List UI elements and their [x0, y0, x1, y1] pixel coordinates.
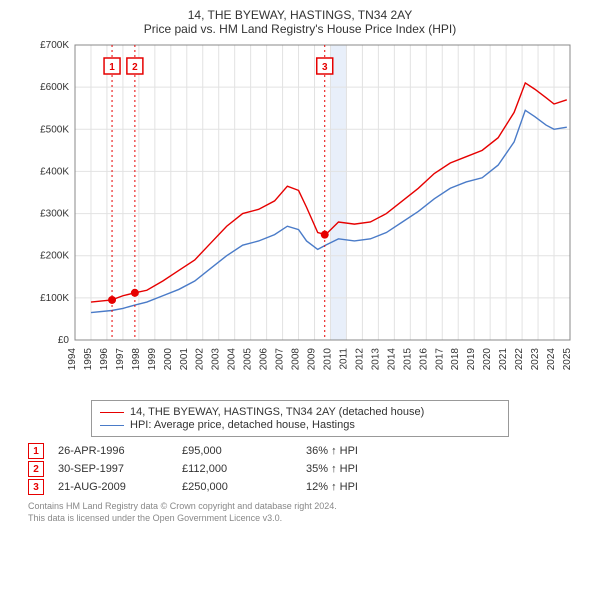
title-line2: Price paid vs. HM Land Registry's House … [10, 22, 590, 36]
svg-text:2017: 2017 [434, 348, 445, 371]
marker-number-box: 2 [28, 461, 44, 477]
svg-text:2006: 2006 [259, 348, 270, 371]
legend-row-2: HPI: Average price, detached house, Hast… [100, 419, 500, 431]
svg-text:1998: 1998 [131, 348, 142, 371]
svg-text:£0: £0 [58, 335, 70, 346]
marker-date: 30-SEP-1997 [58, 463, 178, 475]
legend: 14, THE BYEWAY, HASTINGS, TN34 2AY (deta… [91, 400, 509, 437]
svg-text:2021: 2021 [498, 348, 509, 371]
svg-text:1995: 1995 [83, 348, 94, 371]
attribution: Contains HM Land Registry data © Crown c… [28, 501, 590, 524]
marker-number-box: 1 [28, 443, 44, 459]
attribution-line1: Contains HM Land Registry data © Crown c… [28, 501, 590, 513]
svg-text:2011: 2011 [338, 348, 349, 370]
svg-text:1: 1 [109, 62, 115, 73]
svg-text:£300K: £300K [40, 209, 69, 220]
svg-text:2003: 2003 [211, 348, 222, 371]
svg-text:2008: 2008 [291, 348, 302, 371]
svg-text:2000: 2000 [163, 348, 174, 371]
svg-text:2001: 2001 [179, 348, 190, 371]
svg-text:2013: 2013 [370, 348, 381, 371]
legend-label-2: HPI: Average price, detached house, Hast… [130, 419, 355, 431]
svg-text:2004: 2004 [227, 348, 238, 371]
chart-container: 14, THE BYEWAY, HASTINGS, TN34 2AY Price… [0, 0, 600, 590]
marker-row: 1 26-APR-1996 £95,000 36% ↑ HPI [28, 443, 590, 459]
svg-text:£700K: £700K [40, 40, 69, 51]
marker-number-box: 3 [28, 479, 44, 495]
marker-date: 21-AUG-2009 [58, 481, 178, 493]
svg-text:2023: 2023 [530, 348, 541, 371]
svg-text:2018: 2018 [450, 348, 461, 371]
chart: £0 £100K £200K £300K £400K £500K £600K £700K 199… [20, 40, 580, 390]
marker-price: £112,000 [182, 463, 302, 475]
marker-delta: 12% ↑ HPI [306, 481, 426, 493]
svg-text:2019: 2019 [466, 348, 477, 371]
legend-label-1: 14, THE BYEWAY, HASTINGS, TN34 2AY (deta… [130, 406, 424, 418]
marker-date: 26-APR-1996 [58, 445, 178, 457]
svg-text:2015: 2015 [402, 348, 413, 371]
svg-text:1997: 1997 [115, 348, 126, 371]
chart-svg: £0 £100K £200K £300K £400K £500K £600K £700K 199… [20, 40, 580, 390]
marker-price: £250,000 [182, 481, 302, 493]
title-block: 14, THE BYEWAY, HASTINGS, TN34 2AY Price… [10, 8, 590, 36]
svg-text:2005: 2005 [243, 348, 254, 371]
title-line1: 14, THE BYEWAY, HASTINGS, TN34 2AY [10, 8, 590, 22]
marker-table: 1 26-APR-1996 £95,000 36% ↑ HPI 2 30-SEP-1997… [10, 443, 590, 495]
svg-text:2024: 2024 [546, 348, 557, 371]
svg-text:3: 3 [322, 62, 328, 73]
legend-swatch-2 [100, 425, 124, 426]
svg-text:2012: 2012 [354, 348, 365, 371]
svg-text:2016: 2016 [418, 348, 429, 371]
svg-text:2025: 2025 [562, 348, 573, 371]
svg-text:£600K: £600K [40, 82, 69, 93]
marker-row: 2 30-SEP-1997 £112,000 35% ↑ HPI [28, 461, 590, 477]
svg-text:£100K: £100K [40, 293, 69, 304]
svg-text:£200K: £200K [40, 251, 69, 262]
svg-text:2022: 2022 [514, 348, 525, 371]
svg-text:2020: 2020 [482, 348, 493, 371]
marker-price: £95,000 [182, 445, 302, 457]
svg-text:2: 2 [132, 62, 138, 73]
legend-swatch-1 [100, 412, 124, 413]
marker-delta: 35% ↑ HPI [306, 463, 426, 475]
svg-text:1994: 1994 [67, 348, 78, 371]
svg-text:1996: 1996 [99, 348, 110, 371]
attribution-line2: This data is licensed under the Open Gov… [28, 513, 590, 525]
marker-row: 3 21-AUG-2009 £250,000 12% ↑ HPI [28, 479, 590, 495]
svg-text:2014: 2014 [386, 348, 397, 371]
svg-text:2002: 2002 [195, 348, 206, 371]
marker-delta: 36% ↑ HPI [306, 445, 426, 457]
legend-row-1: 14, THE BYEWAY, HASTINGS, TN34 2AY (deta… [100, 406, 500, 418]
svg-text:£500K: £500K [40, 124, 69, 135]
svg-text:1999: 1999 [147, 348, 158, 371]
svg-text:2007: 2007 [275, 348, 286, 371]
svg-text:2010: 2010 [322, 348, 333, 371]
svg-text:2009: 2009 [307, 348, 318, 371]
svg-text:£400K: £400K [40, 166, 69, 177]
